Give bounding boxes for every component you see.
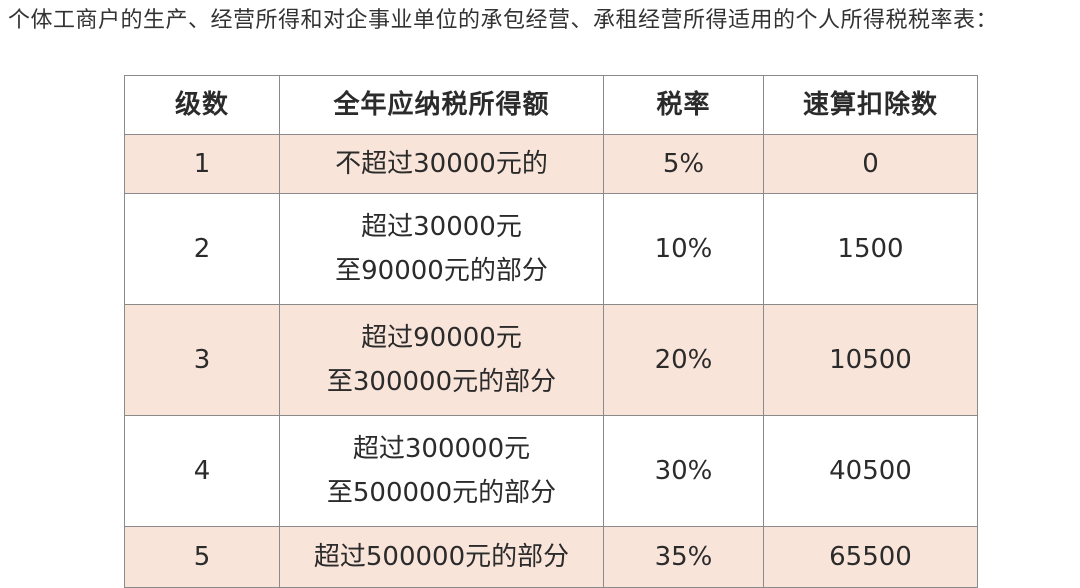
level-cell: 2 [124, 193, 280, 305]
level-cell: 1 [124, 134, 280, 194]
income-range-line: 至90000元的部分 [335, 256, 548, 286]
table-row: 5 超过500000元的部分 35% 65500 [124, 526, 978, 588]
quick-deduction-cell: 1500 [763, 193, 978, 305]
header-tax-rate: 税率 [603, 75, 764, 135]
quick-deduction-cell: 0 [763, 134, 978, 194]
quick-deduction-cell: 10500 [763, 304, 978, 416]
tax-rate-cell: 10% [603, 193, 764, 305]
income-range-cell: 不超过30000元的 [279, 134, 604, 194]
income-range-cell: 超过30000元 至90000元的部分 [279, 193, 604, 305]
table-header-row: 级数 全年应纳税所得额 税率 速算扣除数 [124, 75, 978, 135]
table-row: 1 不超过30000元的 5% 0 [124, 134, 978, 194]
level-cell: 4 [124, 415, 280, 527]
income-range-cell: 超过500000元的部分 [279, 526, 604, 588]
income-range-line: 超过90000元 [361, 323, 522, 353]
quick-deduction-cell: 65500 [763, 526, 978, 588]
income-range-line: 不超过30000元的 [335, 149, 548, 179]
table-caption: 个体工商户的生产、经营所得和对企事业单位的承包经营、承租经营所得适用的个人所得税… [8, 8, 999, 33]
income-range-line: 超过30000元 [361, 212, 522, 242]
level-cell: 5 [124, 526, 280, 588]
header-level: 级数 [124, 75, 280, 135]
income-range-cell: 超过300000元 至500000元的部分 [279, 415, 604, 527]
income-range-cell: 超过90000元 至300000元的部分 [279, 304, 604, 416]
table-row: 4 超过300000元 至500000元的部分 30% 40500 [124, 415, 978, 527]
income-range-line: 至500000元的部分 [326, 478, 557, 508]
header-quick-deduction: 速算扣除数 [763, 75, 978, 135]
income-range-line: 超过300000元 [352, 434, 531, 464]
tax-rate-cell: 5% [603, 134, 764, 194]
tax-rate-cell: 30% [603, 415, 764, 527]
level-cell: 3 [124, 304, 280, 416]
header-taxable-income: 全年应纳税所得额 [279, 75, 604, 135]
table-row: 2 超过30000元 至90000元的部分 10% 1500 [124, 193, 978, 305]
tax-rate-table: 级数 全年应纳税所得额 税率 速算扣除数 1 不超过30000元的 5% 0 2… [124, 75, 978, 588]
tax-rate-cell: 35% [603, 526, 764, 588]
quick-deduction-cell: 40500 [763, 415, 978, 527]
table-row: 3 超过90000元 至300000元的部分 20% 10500 [124, 304, 978, 416]
income-range-line: 超过500000元的部分 [313, 542, 570, 572]
income-range-line: 至300000元的部分 [326, 367, 557, 397]
tax-rate-cell: 20% [603, 304, 764, 416]
